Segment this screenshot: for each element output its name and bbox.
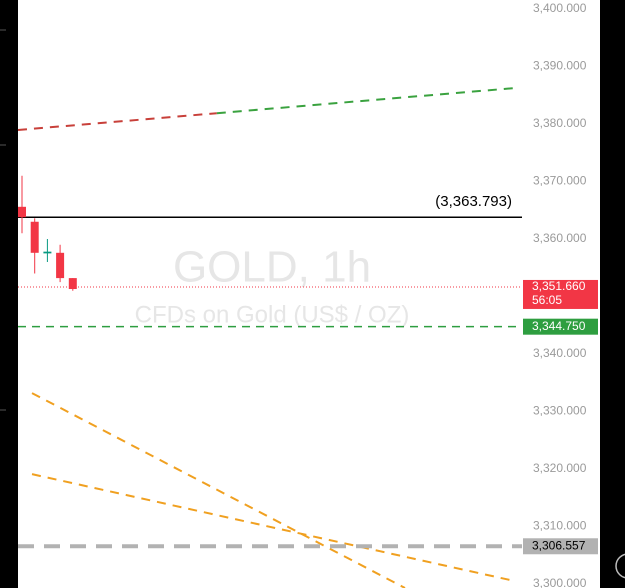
support-label: 3,344.750 (532, 319, 586, 333)
trendline (216, 87, 516, 115)
y-tick-label: 3,390.000 (533, 59, 587, 73)
watermark-subtitle: CFDs on Gold (US$ / OZ) (135, 301, 410, 328)
watermark-title: GOLD, 1h (173, 243, 371, 292)
y-tick-label: 3,340.000 (533, 346, 587, 360)
y-tick-label: 3,300.000 (533, 576, 587, 588)
trendline (31, 392, 406, 588)
support-tag (523, 318, 598, 335)
candle-body (43, 251, 52, 254)
level-tag (523, 538, 598, 555)
y-tick-label: 3,360.000 (533, 231, 587, 245)
settings-icon[interactable] (615, 553, 625, 579)
y-tick-label: 3,320.000 (533, 461, 587, 475)
current-price-tag (523, 279, 598, 309)
current-price-label: 3,351.660 (532, 279, 586, 293)
y-tick-label: 3,310.000 (533, 519, 587, 533)
trendline (31, 473, 516, 583)
candle-body (18, 206, 26, 218)
trendline (17, 112, 217, 131)
candle-body (30, 221, 39, 253)
candle-body (68, 278, 77, 290)
level-label: 3,306.557 (532, 538, 586, 552)
y-tick-label: 3,400.000 (533, 1, 587, 15)
candle-body (56, 252, 65, 279)
chart-background (18, 0, 600, 588)
y-tick-label: 3,330.000 (533, 404, 587, 418)
y-tick-label: 3,380.000 (533, 116, 587, 130)
y-tick-label: 3,370.000 (533, 174, 587, 188)
countdown-label: 56:05 (532, 293, 562, 307)
resistance-label: (3,363.793) (435, 193, 512, 210)
